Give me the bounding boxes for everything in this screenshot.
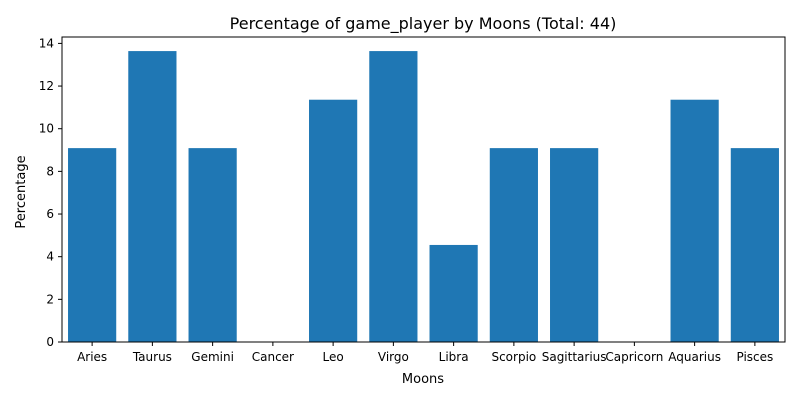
x-tick-label: Taurus bbox=[132, 350, 172, 364]
x-tick-label: Virgo bbox=[378, 350, 409, 364]
y-axis: 0 2 4 6 8 10 12 14 bbox=[39, 36, 62, 349]
x-axis: Aries Taurus Gemini Cancer Leo Virgo Libra Scor… bbox=[77, 342, 773, 364]
bar-sagittarius bbox=[550, 148, 599, 342]
x-tick-label: Pisces bbox=[736, 350, 773, 364]
y-tick-label: 8 bbox=[46, 164, 54, 178]
y-axis-label: Percentage bbox=[14, 155, 29, 228]
bar-aquarius bbox=[670, 99, 719, 343]
x-tick-label: Leo bbox=[323, 350, 344, 364]
x-tick-label: Aquarius bbox=[668, 350, 721, 364]
chart-title: Percentage of game_player by Moons (Tota… bbox=[230, 14, 617, 34]
x-tick-label: Scorpio bbox=[491, 350, 536, 364]
y-tick-label: 4 bbox=[46, 250, 54, 264]
bar-leo bbox=[309, 99, 358, 343]
y-tick-label: 14 bbox=[39, 36, 54, 50]
y-tick-label: 2 bbox=[46, 292, 54, 306]
x-tick-label: Cancer bbox=[252, 350, 294, 364]
plot-frame bbox=[61, 36, 786, 343]
bar-libra bbox=[429, 244, 478, 342]
bar-scorpio bbox=[489, 148, 538, 342]
bar-virgo bbox=[369, 51, 418, 342]
y-tick-label: 12 bbox=[39, 79, 54, 93]
x-tick-label: Libra bbox=[439, 350, 469, 364]
x-tick-label: Gemini bbox=[191, 350, 234, 364]
plot-area bbox=[61, 36, 786, 343]
x-axis-label: Moons bbox=[402, 372, 444, 387]
y-tick-label: 6 bbox=[46, 207, 54, 221]
x-tick-label: Capricorn bbox=[605, 350, 663, 364]
bar-pisces bbox=[730, 148, 779, 342]
x-tick-label: Aries bbox=[77, 350, 107, 364]
bar-taurus bbox=[128, 51, 177, 342]
y-tick-label: 0 bbox=[46, 335, 54, 349]
bar-aries bbox=[68, 148, 117, 342]
bar-gemini bbox=[188, 148, 237, 342]
x-tick-label: Sagittarius bbox=[542, 350, 607, 364]
y-tick-label: 10 bbox=[39, 122, 54, 136]
